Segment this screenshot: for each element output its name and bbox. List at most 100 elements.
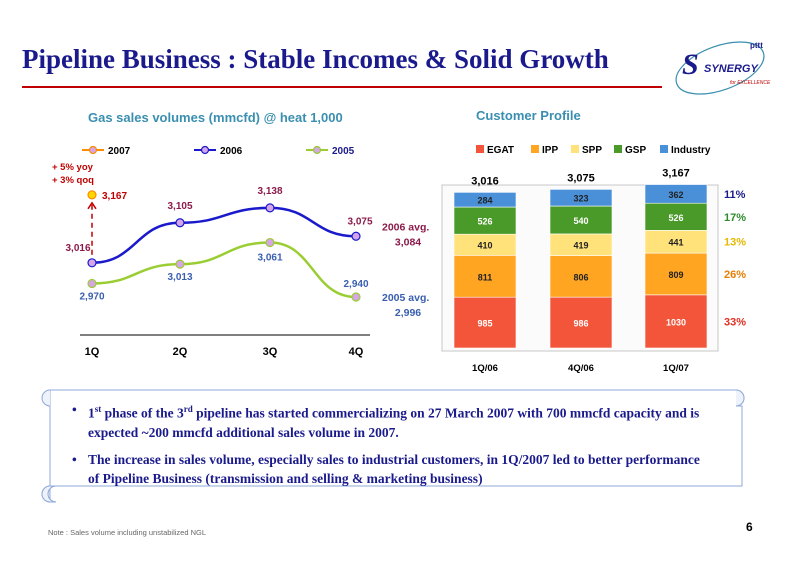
growth-note: + 5% yoy (52, 162, 94, 173)
legend-marker (200, 145, 210, 155)
bar-segment (549, 255, 613, 298)
logo-text: SYNERGY (704, 63, 759, 75)
share-label: 17% (724, 212, 746, 224)
legend-marker (88, 145, 98, 155)
bullet-item: 1st phase of the 3rd pipeline has starte… (72, 400, 712, 442)
bar-segment (453, 192, 517, 208)
bar-segment (549, 296, 613, 349)
bar-segment (644, 252, 708, 296)
average-label: 2005 avg. (382, 292, 429, 304)
data-point (265, 237, 275, 248)
data-label: 3,016 (65, 243, 90, 254)
x-tick-label: 4Q/06 (568, 363, 594, 374)
series-line (91, 206, 357, 265)
legend-label: Industry (671, 145, 711, 156)
legend-swatch (531, 145, 539, 153)
legend-swatch (571, 145, 579, 153)
average-value: 3,084 (395, 236, 421, 248)
bar-value-label: 806 (573, 272, 588, 282)
bar-value-label: 284 (477, 196, 492, 206)
legend-label: EGAT (487, 145, 514, 156)
legend-label: GSP (625, 145, 646, 156)
bar-value-label: 986 (573, 319, 588, 329)
average-value: 2,996 (395, 307, 421, 319)
bar-segment (453, 255, 517, 298)
bar-segment (549, 205, 613, 235)
bar-segment (453, 296, 517, 349)
data-point (87, 190, 97, 200)
x-tick-label: 1Q/07 (663, 363, 689, 374)
bar-chart-title: Customer Profile (476, 108, 581, 123)
bar-value-label: 526 (477, 217, 492, 227)
bar-value-label: 1030 (666, 317, 686, 327)
share-label: 26% (724, 269, 746, 281)
bar-value-label: 362 (668, 190, 683, 200)
data-label: 3,105 (167, 201, 192, 212)
bar-segment (453, 206, 517, 235)
page-number: 6 (746, 520, 753, 534)
bar-total-label: 3,075 (567, 172, 595, 184)
data-point (351, 292, 361, 302)
data-point (87, 258, 97, 268)
bullet-list: 1st phase of the 3rd pipeline has starte… (72, 400, 712, 496)
data-point (175, 218, 185, 228)
bar-value-label: 323 (573, 194, 588, 204)
legend-marker (312, 145, 322, 155)
legend-swatch (614, 145, 622, 153)
bullet-item: The increase in sales volume, especially… (72, 450, 712, 488)
legend-label: 2006 (220, 146, 243, 157)
data-point (265, 203, 275, 213)
legend-label: IPP (542, 145, 558, 156)
footnote: Note : Sales volume including unstabiliz… (48, 528, 207, 537)
title-underline (22, 86, 662, 88)
legend-swatch (476, 145, 484, 153)
data-point (175, 259, 185, 269)
bar-value-label: 419 (573, 241, 588, 251)
x-tick-label: 4Q (349, 346, 364, 358)
data-label: 3,061 (257, 253, 282, 264)
growth-note: + 3% qoq (52, 175, 94, 186)
synergy-logo: S SYNERGY pttt for EXCELLENCE (675, 41, 771, 95)
x-tick-label: 1Q (85, 346, 100, 358)
svg-text:S: S (682, 48, 699, 81)
logo-tagline: for EXCELLENCE (730, 80, 771, 86)
series-line (91, 241, 357, 299)
bar-value-label: 811 (478, 272, 493, 282)
bar-value-label: 526 (668, 213, 683, 223)
legend-label: 2007 (108, 146, 131, 157)
share-label: 33% (724, 316, 746, 328)
page-title: Pipeline Business : Stable Incomes & Sol… (22, 44, 609, 74)
data-point (87, 278, 97, 289)
line-chart-title: Gas sales volumes (mmcfd) @ heat 1,000 (88, 110, 343, 125)
logo-badge: pttt (750, 41, 763, 50)
bar-total-label: 3,016 (471, 175, 499, 187)
x-tick-label: 3Q (263, 346, 278, 358)
data-label: 3,167 (102, 191, 127, 202)
bar-value-label: 441 (668, 238, 683, 248)
legend-label: SPP (582, 145, 602, 156)
bar-value-label: 985 (477, 319, 492, 329)
bar-total-label: 3,167 (662, 168, 690, 180)
data-label: 3,138 (257, 186, 282, 197)
average-label: 2006 avg. (382, 221, 429, 233)
data-point (351, 231, 361, 241)
legend-swatch (660, 145, 668, 153)
legend-label: 2005 (332, 146, 355, 157)
bar-value-label: 410 (477, 241, 492, 251)
x-tick-label: 2Q (173, 346, 188, 358)
data-label: 2,940 (343, 279, 368, 290)
growth-arrow-head (87, 201, 97, 210)
x-tick-label: 1Q/06 (472, 363, 498, 374)
bar-value-label: 540 (573, 216, 588, 226)
data-label: 3,075 (347, 216, 372, 227)
bar-segment (644, 294, 708, 349)
bar-value-label: 809 (668, 270, 683, 280)
data-label: 3,013 (167, 272, 192, 283)
bar-segment (549, 189, 613, 207)
bar-segment (644, 184, 708, 204)
share-label: 11% (724, 189, 746, 201)
data-label: 2,970 (79, 292, 104, 303)
